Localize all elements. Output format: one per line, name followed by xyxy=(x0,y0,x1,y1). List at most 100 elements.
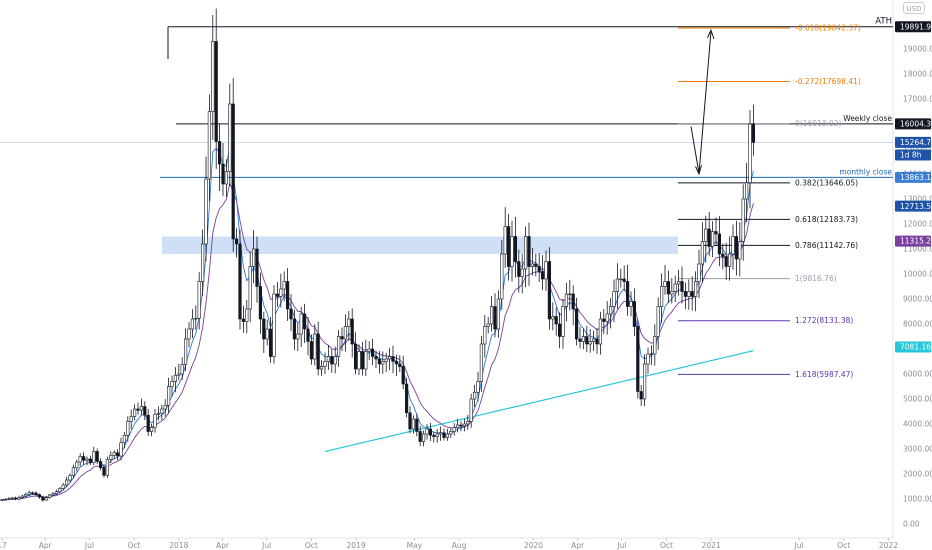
candle-body xyxy=(187,328,191,340)
candle-body xyxy=(333,356,337,365)
candle-body xyxy=(235,238,239,245)
candle xyxy=(51,492,55,497)
price-tag-label: 19891.99 xyxy=(900,22,932,31)
y-tick-label: 1000.00 xyxy=(903,495,932,504)
candle-body xyxy=(285,281,290,310)
candle-body xyxy=(486,323,490,327)
candle-body xyxy=(10,497,14,500)
candle-body xyxy=(534,263,538,267)
candle-body xyxy=(500,253,504,300)
candle-body xyxy=(78,456,82,463)
candle-body xyxy=(231,103,235,240)
price-tag-label: 12713.56 xyxy=(900,202,932,211)
candle-body xyxy=(122,434,126,444)
x-tick-label: Apr xyxy=(216,541,230,550)
candle xyxy=(537,253,541,283)
candle-body xyxy=(214,41,218,142)
candle-body xyxy=(731,236,735,255)
candle-body xyxy=(483,326,487,345)
candle xyxy=(442,428,446,441)
candle-body xyxy=(493,306,497,330)
candle xyxy=(173,367,178,393)
candle xyxy=(398,355,402,373)
candle xyxy=(421,430,426,447)
price-tag: 12713.56 xyxy=(895,200,932,212)
candle-body xyxy=(306,328,310,342)
candle-body xyxy=(744,182,749,200)
candle-body xyxy=(245,308,249,322)
candle xyxy=(557,312,562,349)
candle xyxy=(255,236,259,303)
candle xyxy=(231,78,235,252)
candle-body xyxy=(289,308,293,320)
candle xyxy=(428,422,433,442)
currency-button[interactable]: USD xyxy=(903,2,925,14)
candle xyxy=(639,385,643,406)
candle-body xyxy=(619,278,623,281)
candle xyxy=(218,124,222,191)
candle xyxy=(449,428,453,438)
candle xyxy=(136,402,140,415)
candle xyxy=(214,8,218,169)
candle xyxy=(588,329,592,353)
candle-body xyxy=(404,383,409,414)
candle-body xyxy=(167,386,171,406)
candle-body xyxy=(201,243,205,282)
price-tag-bg xyxy=(895,136,931,148)
candle-body xyxy=(370,348,375,357)
candle xyxy=(387,347,392,371)
price-tag-bg xyxy=(895,341,931,353)
candle xyxy=(683,282,687,310)
candle xyxy=(690,276,694,311)
candle-body xyxy=(102,467,106,476)
candle xyxy=(568,279,572,311)
line-label: ATH xyxy=(875,17,892,27)
candle-body xyxy=(190,318,195,330)
candle-body xyxy=(540,271,545,280)
candle xyxy=(30,491,35,496)
candle xyxy=(167,377,171,414)
candle-body xyxy=(462,423,467,427)
candle xyxy=(133,404,137,421)
candle-body xyxy=(469,398,473,422)
arrow-head-down xyxy=(695,165,702,176)
price-axis[interactable]: 0.00 1000.00 2000.00 3000.00 4000.00 5000.00 6… xyxy=(903,45,932,529)
candle-body xyxy=(428,428,433,436)
x-tick-label: Jul xyxy=(84,541,94,550)
candle-body xyxy=(61,484,65,489)
candle xyxy=(95,448,99,465)
candle xyxy=(452,423,456,436)
candle-body xyxy=(357,351,361,370)
price-tag-label: 7081.16 xyxy=(900,343,931,352)
candle-body xyxy=(105,459,109,476)
fib-level-label: 1(9816.76) xyxy=(795,274,837,283)
candle-body xyxy=(129,416,133,422)
candle-body xyxy=(44,497,48,501)
candle xyxy=(364,339,368,376)
candle-body xyxy=(625,281,630,307)
candle-body xyxy=(340,336,344,340)
candle-body xyxy=(445,433,450,438)
candle xyxy=(391,345,395,374)
time-axis[interactable]: 17 Apr Jul Oct 2018 Apr Jul Oct 2019 May Aug 2020 Ap… xyxy=(0,538,898,550)
candle-body xyxy=(54,491,58,495)
candle-body xyxy=(374,356,378,360)
candle-body xyxy=(401,366,405,385)
candle xyxy=(211,14,215,140)
candle-body xyxy=(262,318,266,340)
candle xyxy=(224,159,229,198)
candle-body xyxy=(238,243,242,320)
candle-body xyxy=(47,494,52,499)
candle-body xyxy=(316,333,320,370)
candle xyxy=(615,263,619,309)
candle xyxy=(445,428,450,441)
candle-body xyxy=(384,358,388,362)
candle-body xyxy=(228,103,232,172)
candle-body xyxy=(425,428,429,435)
candle-body xyxy=(364,351,368,370)
moving-averages xyxy=(1,145,754,501)
candle-body xyxy=(136,408,140,411)
price-tag: 7081.16 xyxy=(895,341,931,353)
candle xyxy=(75,459,79,472)
